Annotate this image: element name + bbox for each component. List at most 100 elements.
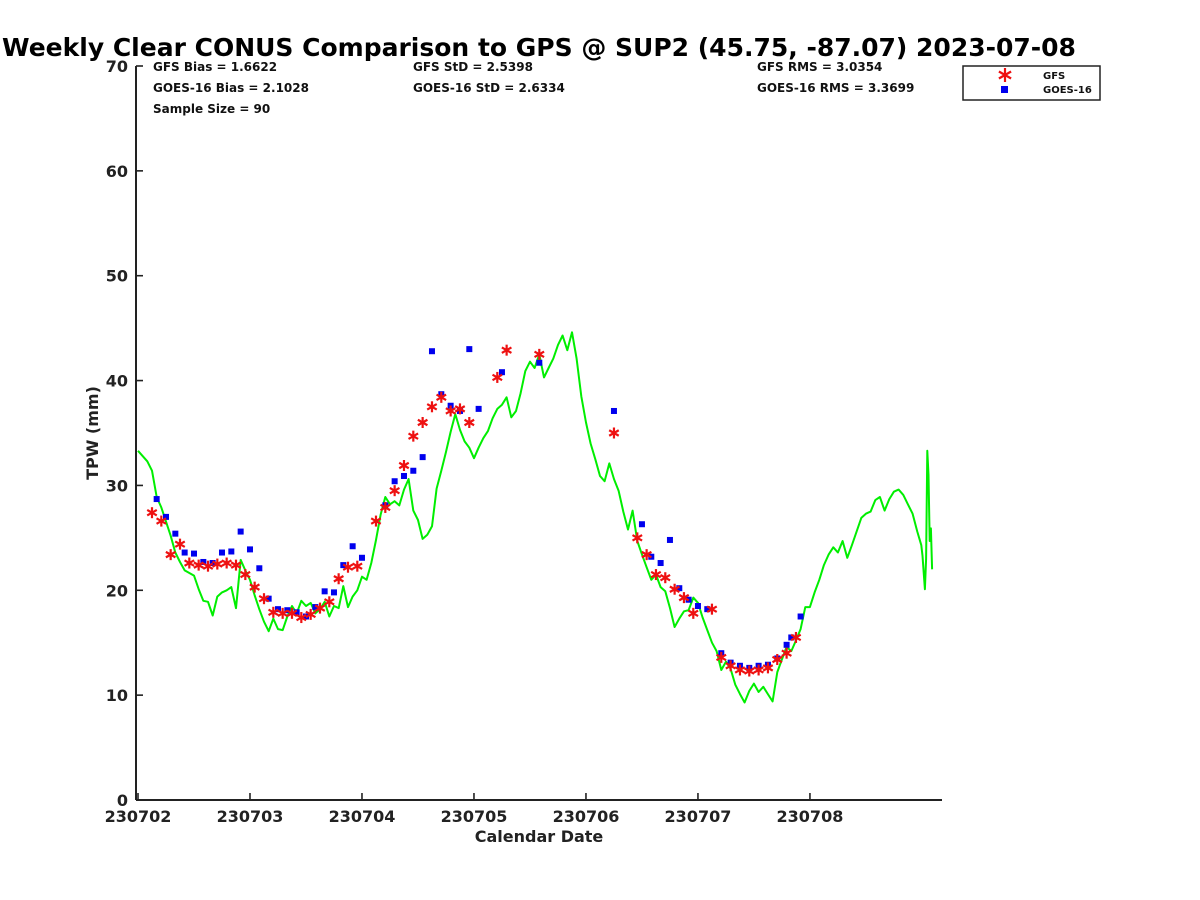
gfs-point	[351, 560, 363, 572]
gfs-point	[267, 606, 279, 618]
legend-gfs-asterisk-stroke	[998, 70, 1012, 80]
gfs-point	[370, 515, 382, 527]
goes-point	[312, 604, 319, 611]
gfs-point	[426, 401, 438, 413]
gfs-point-stroke	[631, 534, 643, 542]
gfs-point	[211, 558, 223, 570]
goes-point	[783, 641, 790, 648]
gfs-point	[608, 427, 620, 439]
goes-point	[788, 634, 795, 641]
y-tick-label: 40	[106, 372, 128, 391]
goes-point	[666, 536, 673, 543]
goes-point	[400, 472, 407, 479]
gfs-point	[734, 664, 746, 676]
legend-box	[962, 65, 1101, 101]
gfs-point-stroke	[165, 550, 176, 559]
x-tick-label: 230704	[329, 807, 396, 826]
goes-point	[172, 530, 179, 537]
gfs-point-stroke	[258, 594, 270, 603]
gfs-point-stroke	[239, 570, 251, 579]
gfs-point-stroke	[314, 604, 326, 612]
gfs-point	[771, 653, 783, 665]
gfs-point-stroke	[174, 540, 186, 548]
gfs-point-stroke	[734, 666, 746, 674]
gfs-point	[715, 651, 727, 663]
gfs-point-stroke	[323, 598, 335, 606]
goes-point	[536, 359, 543, 366]
gfs-point	[678, 592, 690, 604]
gfs-point	[155, 515, 167, 527]
x-tick-label: 230707	[665, 807, 732, 826]
gfs-point	[202, 560, 214, 572]
goes-point	[284, 607, 291, 614]
y-tick-label: 20	[106, 581, 128, 600]
gfs-point	[706, 603, 718, 615]
gfs-point-stroke	[417, 418, 428, 427]
gfs-point-stroke	[445, 407, 456, 415]
stat-gfs-bias: GFS Bias = 1.6622	[153, 60, 277, 74]
gfs-point-stroke	[669, 585, 680, 593]
gfs-point	[333, 573, 344, 585]
x-tick-label: 230706	[553, 807, 620, 826]
gfs-point-stroke	[249, 583, 260, 591]
gfs-point-stroke	[790, 633, 802, 642]
goes-point	[498, 369, 505, 376]
goes-point	[209, 560, 216, 567]
gfs-point	[239, 569, 251, 581]
gfs-point	[669, 583, 680, 595]
gfs-point-stroke	[398, 461, 410, 470]
stat-sample-size: Sample Size = 90	[153, 102, 270, 116]
goes-point	[228, 548, 235, 555]
gfs-point-stroke	[155, 517, 167, 525]
gfs-point	[659, 572, 671, 584]
y-tick-label: 0	[117, 791, 128, 810]
goes-point	[391, 478, 398, 485]
goes-point	[694, 603, 701, 610]
gfs-point	[193, 559, 204, 571]
gfs-point-stroke	[463, 418, 475, 427]
chart-title: Weekly Clear CONUS Comparison to GPS @ S…	[2, 33, 1076, 62]
gfs-point-stroke	[202, 562, 214, 570]
goes-point	[419, 454, 426, 461]
goes-point	[330, 589, 337, 596]
gfs-point	[286, 607, 298, 619]
gfs-point-stroke	[781, 649, 792, 657]
gfs-point	[146, 507, 158, 519]
stat-goes-bias: GOES-16 Bias = 2.1028	[153, 81, 309, 95]
goes-point	[428, 348, 435, 355]
gfs-point-stroke	[678, 593, 690, 602]
gfs-point-stroke	[650, 570, 662, 579]
gfs-point	[295, 612, 307, 624]
legend-gfs-label: GFS	[1043, 71, 1065, 82]
gfs-point	[435, 391, 447, 403]
goes-point	[410, 467, 417, 474]
gfs-point	[323, 596, 335, 608]
y-tick-label: 10	[106, 686, 128, 705]
axis-ticks: 0 10 20 30 40 50 60 70 230702 230703 230704 230705 2…	[105, 57, 844, 826]
gfs-point-stroke	[435, 393, 447, 402]
y-tick-label: 60	[106, 162, 128, 181]
goes-point	[657, 560, 664, 567]
gfs-point-stroke	[771, 655, 783, 664]
gfs-point-stroke	[706, 605, 718, 613]
legend-goes-marker	[1001, 86, 1008, 93]
gfs-point-stroke	[491, 373, 503, 382]
legend-gfs-marker	[998, 68, 1012, 82]
stat-gfs-std: GFS StD = 2.5398	[413, 60, 533, 74]
goes-point	[237, 528, 244, 535]
gfs-point	[491, 371, 503, 383]
gfs-point	[277, 607, 288, 619]
gfs-point-stroke	[146, 508, 158, 517]
gfs-point-stroke	[608, 429, 620, 437]
gfs-point	[463, 417, 475, 429]
gfs-point	[342, 561, 354, 573]
goes-point	[797, 613, 804, 620]
gfs-point	[753, 664, 764, 676]
goes-point	[704, 606, 711, 613]
gfs-point	[230, 559, 242, 571]
gfs-point	[790, 631, 802, 643]
gfs-point-stroke	[193, 561, 204, 569]
gfs-point-stroke	[454, 405, 466, 413]
gfs-point-stroke	[501, 346, 512, 354]
